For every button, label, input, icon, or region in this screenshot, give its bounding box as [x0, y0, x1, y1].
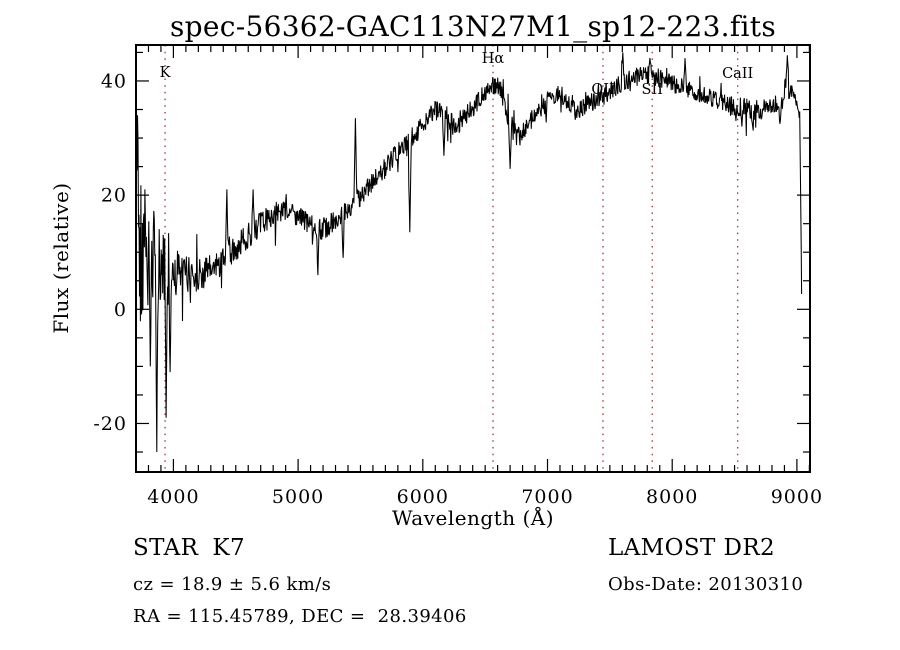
- obs-date: Obs-Date: 20130310: [608, 574, 804, 595]
- line-marker-label-CaII: CaII: [722, 66, 753, 82]
- x-tick-label: 8000: [646, 486, 698, 508]
- line-marker-label-Hα: Hα: [482, 51, 505, 67]
- line-marker-label-OII: OII: [591, 82, 614, 98]
- y-tick-label: 20: [101, 185, 127, 207]
- x-tick-label: 9000: [771, 486, 823, 508]
- object-class: STAR: [133, 535, 199, 561]
- survey-release: LAMOST DR2: [608, 535, 776, 561]
- y-tick-label: 40: [101, 70, 127, 92]
- object-subclass: K7: [212, 535, 245, 561]
- classification-line: STAR K7: [133, 535, 245, 561]
- cz-value: cz = 18.9 ± 5.6 km/s: [133, 574, 332, 595]
- x-tick-label: 4000: [147, 486, 199, 508]
- y-tick-label: 0: [114, 299, 127, 321]
- x-tick-label: 5000: [272, 486, 324, 508]
- y-tick-label: -20: [93, 413, 127, 435]
- spectrum-trace: [135, 52, 803, 453]
- line-marker-label-K: K: [160, 65, 172, 81]
- ra-dec: RA = 115.45789, DEC = 28.39406: [133, 606, 467, 627]
- line-marker-label-SII: SII: [642, 82, 663, 98]
- x-tick-label: 6000: [397, 486, 449, 508]
- x-tick-label: 7000: [521, 486, 573, 508]
- plot-title: spec-56362-GAC113N27M1_sp12-223.fits: [169, 10, 777, 43]
- x-axis-title: Wavelength (Å): [391, 506, 555, 530]
- y-axis-title: Flux (relative): [49, 182, 73, 334]
